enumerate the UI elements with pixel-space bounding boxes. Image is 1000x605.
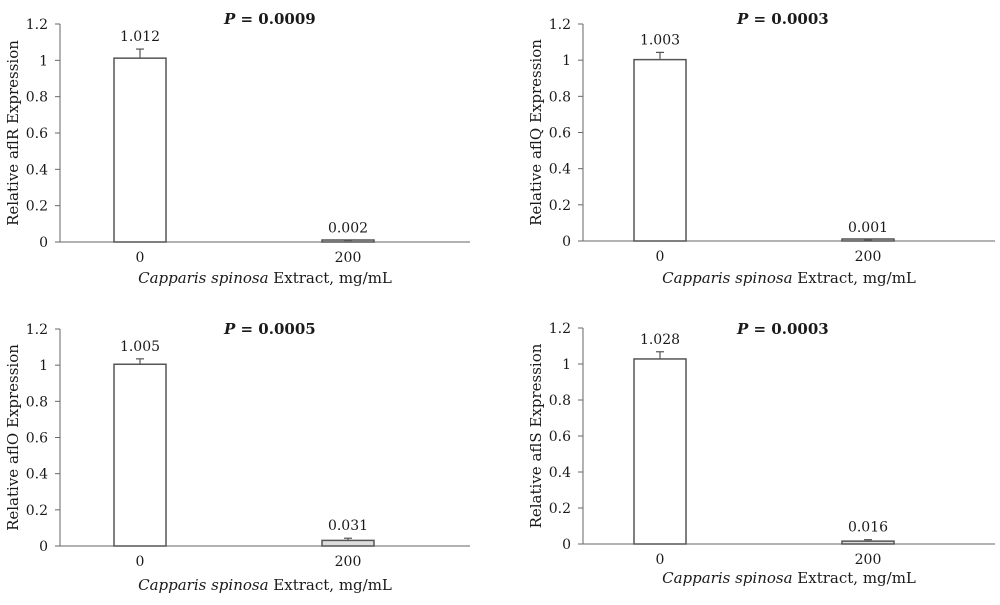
y-tick-label: 0 — [562, 537, 571, 553]
y-tick-label: 0.8 — [549, 393, 571, 409]
p-value-symbol: P — [223, 10, 236, 28]
x-axis-title-species: Capparis spinosa — [662, 269, 792, 287]
p-value-text: = 0.0009 — [235, 10, 315, 28]
p-value-annotation: P = 0.0003 — [736, 10, 829, 28]
p-value-text: = 0.0005 — [235, 320, 315, 338]
data-label: 0.016 — [848, 520, 888, 536]
data-label: 0.031 — [328, 518, 368, 534]
y-tick-label: 0 — [39, 539, 48, 555]
y-tick-label: 0 — [562, 234, 571, 250]
y-tick-label: 1 — [562, 53, 571, 69]
y-tick-label: 0.4 — [549, 162, 571, 178]
y-tick-label: 1.2 — [26, 322, 48, 338]
y-axis-title: Relative aflR Expression — [4, 40, 22, 226]
y-tick-label: 0.6 — [549, 429, 571, 445]
y-tick-label: 1.2 — [26, 17, 48, 33]
p-value-text: = 0.0003 — [748, 320, 828, 338]
p-value-annotation: P = 0.0005 — [223, 320, 316, 338]
x-axis-title: Capparis spinosa Extract, mg/mL — [662, 569, 916, 587]
p-value-annotation: P = 0.0009 — [223, 10, 316, 28]
p-value-symbol: P — [736, 320, 749, 338]
y-tick-label: 0.4 — [26, 162, 48, 178]
x-tick-label: 200 — [855, 552, 882, 568]
y-axis-title: Relative aflS Expression — [527, 343, 545, 528]
x-tick-label: 0 — [656, 249, 665, 265]
x-axis-title-unit: Extract, mg/mL — [269, 269, 392, 287]
y-tick-label: 0.8 — [26, 90, 48, 106]
y-tick-label: 1 — [562, 357, 571, 373]
x-axis-title: Capparis spinosa Extract, mg/mL — [662, 269, 916, 287]
chart-panel-3: 0 0.2 0.4 0.6 0.8 1 1.2 1.005 0 0.031 200 P = 0.000… — [4, 320, 470, 594]
x-axis-title-unit: Extract, mg/mL — [793, 569, 916, 587]
y-tick-label: 0.6 — [549, 126, 571, 142]
data-label: 1.028 — [640, 332, 680, 348]
data-label: 1.012 — [120, 29, 160, 45]
y-axis-title: Relative aflQ Expression — [527, 39, 545, 226]
y-tick-label: 0 — [39, 235, 48, 251]
bar — [113, 57, 167, 243]
x-axis-title: Capparis spinosa Extract, mg/mL — [138, 269, 392, 287]
y-tick-label: 0.6 — [26, 431, 48, 447]
chart-panel-1: 0 0.2 0.4 0.6 0.8 1 1.2 1.012 0 0.002 200 P = 0.000… — [4, 10, 470, 287]
y-tick-label: 0.8 — [26, 394, 48, 410]
bar — [633, 58, 687, 242]
y-tick-label: 1.2 — [549, 17, 571, 33]
x-axis-title-species: Capparis spinosa — [138, 576, 268, 594]
x-tick-label: 200 — [335, 554, 362, 570]
y-tick-label: 0.2 — [26, 503, 48, 519]
bar — [841, 540, 895, 545]
y-tick-label: 0.4 — [549, 465, 571, 481]
x-axis-title-unit: Extract, mg/mL — [793, 269, 916, 287]
data-label: 0.002 — [328, 221, 368, 237]
y-tick-label: 0.2 — [549, 198, 571, 214]
x-tick-label: 200 — [855, 249, 882, 265]
x-tick-label: 0 — [656, 552, 665, 568]
data-label: 0.001 — [848, 220, 888, 236]
p-value-symbol: P — [736, 10, 749, 28]
x-tick-label: 0 — [136, 554, 145, 570]
y-tick-label: 0.2 — [549, 501, 571, 517]
x-tick-label: 0 — [136, 250, 145, 266]
y-axis-title: Relative aflO Expression — [4, 344, 22, 531]
chart-panel-2: 0 0.2 0.4 0.6 0.8 1 1.2 1.003 0 0.001 200 P = 0.000… — [527, 10, 995, 287]
y-tick-label: 0.6 — [26, 126, 48, 142]
x-axis-title-species: Capparis spinosa — [662, 569, 792, 587]
x-axis-title: Capparis spinosa Extract, mg/mL — [138, 576, 392, 594]
y-tick-label: 1.2 — [549, 321, 571, 337]
data-label: 1.003 — [640, 32, 680, 48]
y-tick-label: 1 — [39, 358, 48, 374]
x-axis-title-species: Capparis spinosa — [138, 269, 268, 287]
bar — [633, 358, 687, 545]
p-value-symbol: P — [223, 320, 236, 338]
y-tick-label: 0.8 — [549, 89, 571, 105]
y-tick-label: 1 — [39, 53, 48, 69]
bar — [321, 539, 375, 547]
chart-panel-4: 0 0.2 0.4 0.6 0.8 1 1.2 1.028 0 0.016 200 P = 0.000… — [527, 320, 995, 587]
p-value-text: = 0.0003 — [748, 10, 828, 28]
x-tick-label: 200 — [335, 250, 362, 266]
data-label: 1.005 — [120, 339, 160, 355]
p-value-annotation: P = 0.0003 — [736, 320, 829, 338]
bar — [113, 363, 167, 547]
y-tick-label: 0.2 — [26, 199, 48, 215]
y-tick-label: 0.4 — [26, 467, 48, 483]
x-axis-title-unit: Extract, mg/mL — [269, 576, 392, 594]
